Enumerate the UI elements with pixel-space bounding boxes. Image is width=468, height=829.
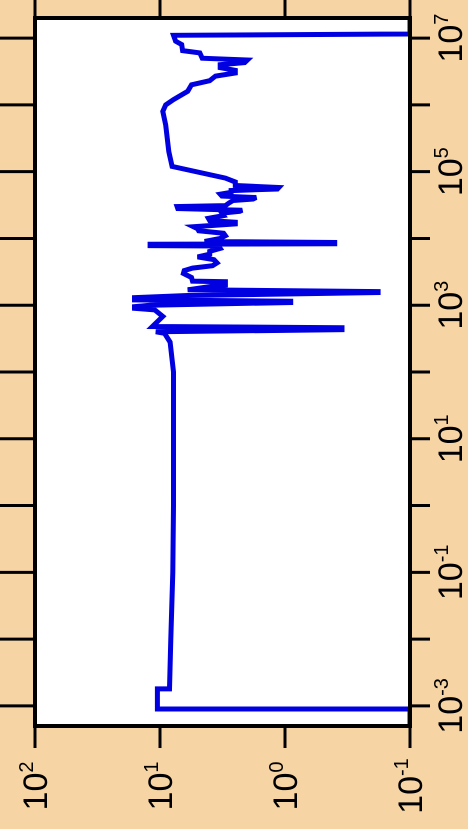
x-tick-label-1: 10-1 <box>431 544 468 600</box>
x-tick-label-5: 107 <box>431 14 468 63</box>
x-axis: 10-3 10-1 101 103 105 107 <box>0 0 468 734</box>
minor-ticks <box>0 103 430 641</box>
y-axis: 102 101 100 10-1 <box>16 726 430 814</box>
y-tick-label-3: 10-1 <box>391 758 430 814</box>
x-tick-label-4: 105 <box>431 147 468 196</box>
y-tick-label-2: 100 <box>266 762 305 811</box>
x-tick-label-3: 103 <box>431 281 468 330</box>
y-tick-label-0: 102 <box>16 762 55 811</box>
series-layer <box>132 18 410 726</box>
y-tick-label-1: 101 <box>141 762 180 811</box>
x-tick-label-0: 10-3 <box>431 678 468 734</box>
series-line-0 <box>132 18 410 726</box>
x-tick-label-2: 101 <box>431 414 468 463</box>
plot-area <box>35 18 410 726</box>
